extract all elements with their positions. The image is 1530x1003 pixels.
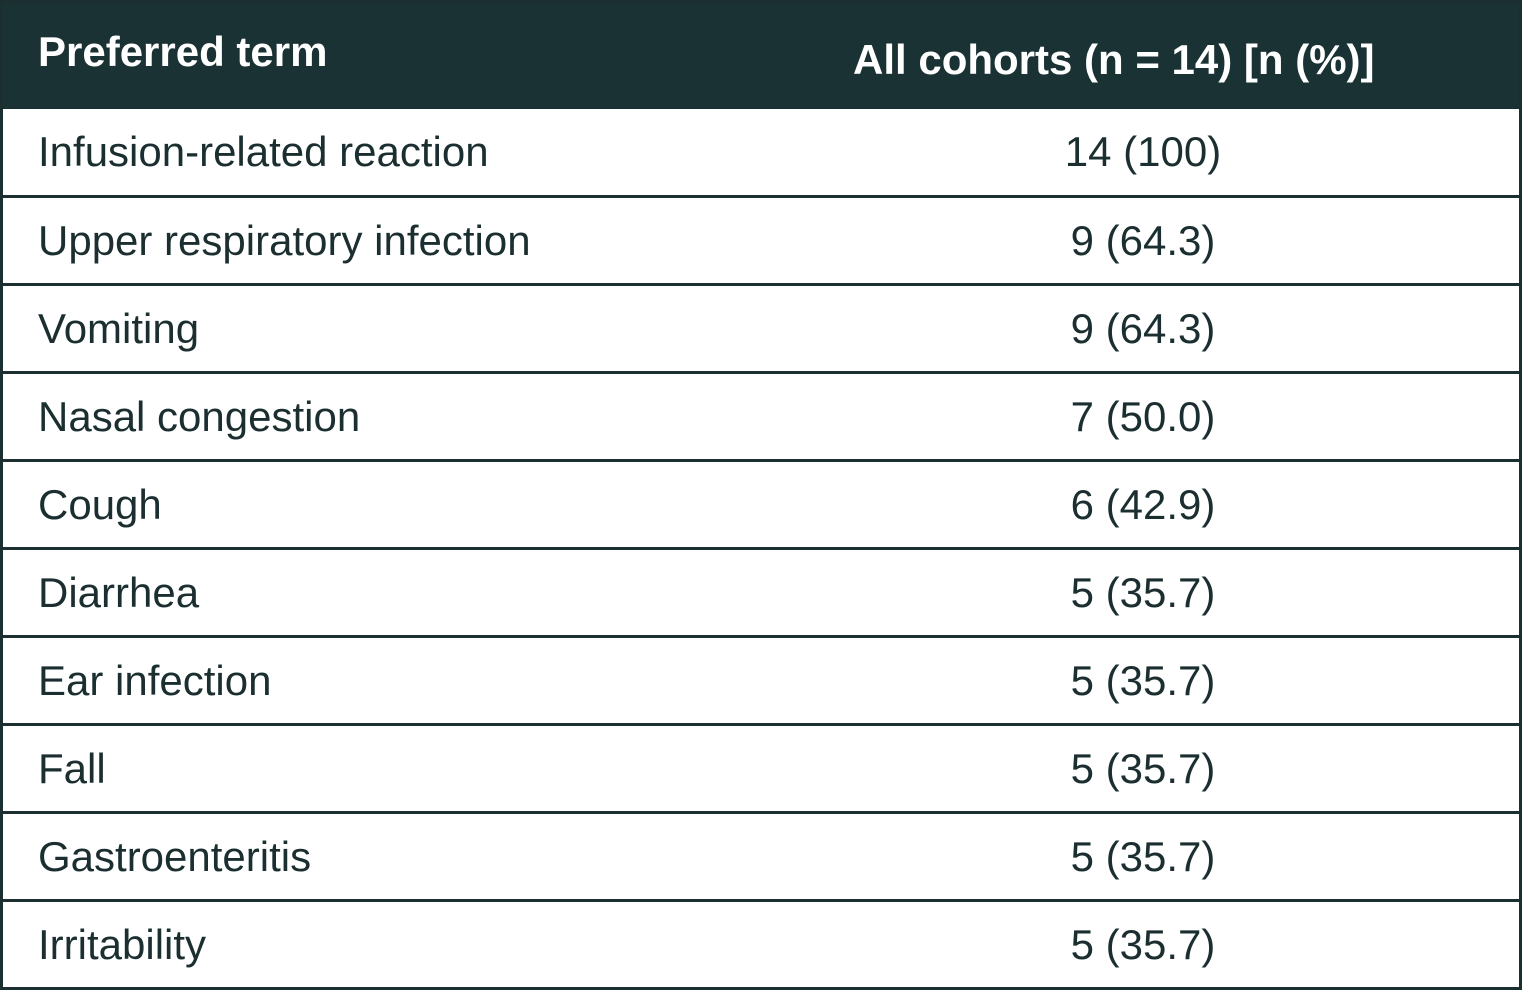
row-term: Nasal congestion	[38, 392, 361, 440]
table-row: Diarrhea 5 (35.7)	[3, 547, 1519, 635]
table-row: Cough 6 (42.9)	[3, 459, 1519, 547]
row-term: Gastroenteritis	[38, 832, 312, 880]
row-term: Infusion-related reaction	[38, 128, 489, 175]
table-row: Infusion-related reaction 14 (100)	[3, 109, 1519, 195]
table-row: Gastroenteritis 5 (35.7)	[3, 811, 1519, 899]
table-header: Preferred term All cohorts (n = 14) [n (…	[3, 3, 1519, 109]
row-term: Upper respiratory infection	[38, 216, 531, 264]
table-row: Vomiting 9 (64.3)	[3, 283, 1519, 371]
row-value: 5 (35.7)	[1070, 832, 1216, 880]
table-body: Infusion-related reaction 14 (100) Upper…	[3, 109, 1519, 987]
row-value: 6 (42.9)	[1070, 480, 1216, 528]
row-value: 9 (64.3)	[1070, 304, 1216, 352]
row-term: Diarrhea	[38, 568, 200, 616]
table-row: Nasal congestion 7 (50.0)	[3, 371, 1519, 459]
row-term: Fall	[38, 744, 106, 792]
row-term: Ear infection	[38, 656, 272, 704]
row-value: 5 (35.7)	[1070, 920, 1216, 968]
row-value: 14 (100)	[1064, 128, 1222, 175]
table-row: Upper respiratory infection 9 (64.3)	[3, 195, 1519, 283]
row-value: 7 (50.0)	[1070, 392, 1216, 440]
row-term: Vomiting	[38, 304, 200, 352]
table-row: Irritability 5 (35.7)	[3, 899, 1519, 987]
row-value: 9 (64.3)	[1070, 216, 1216, 264]
row-value: 5 (35.7)	[1070, 656, 1216, 704]
table-row: Ear infection 5 (35.7)	[3, 635, 1519, 723]
row-value: 5 (35.7)	[1070, 568, 1216, 616]
header-preferred-term: Preferred term	[38, 28, 328, 75]
row-term: Cough	[38, 480, 162, 528]
row-value: 5 (35.7)	[1070, 744, 1216, 792]
table-row: Fall 5 (35.7)	[3, 723, 1519, 811]
header-all-cohorts: All cohorts (n = 14) [n (%)]	[853, 36, 1375, 83]
row-term: Irritability	[38, 920, 207, 968]
